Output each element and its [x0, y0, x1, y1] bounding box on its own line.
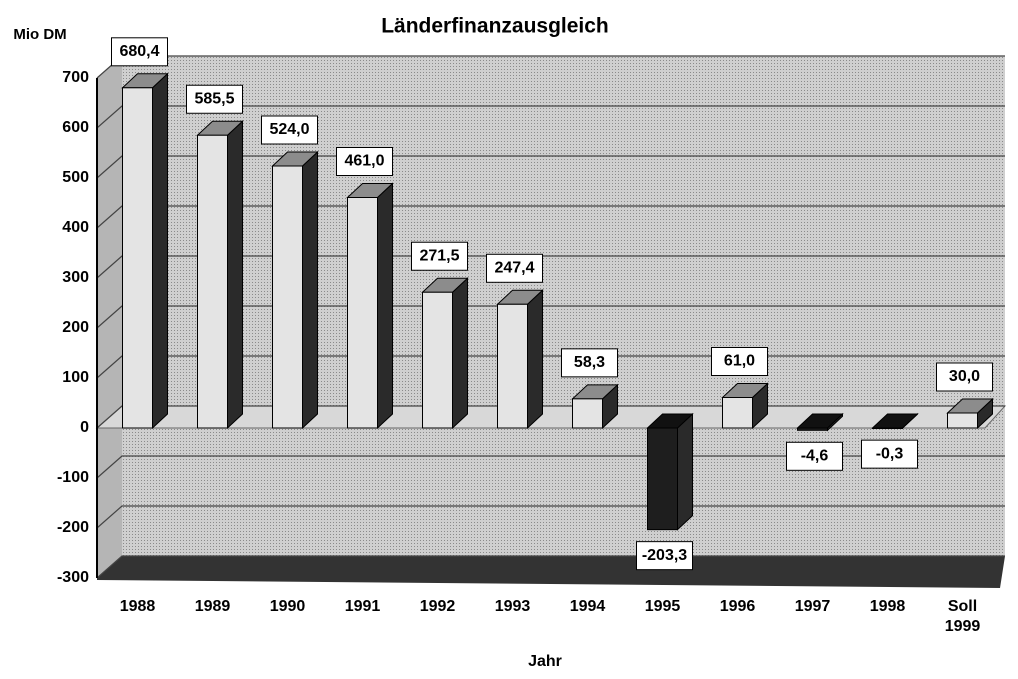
value-label-box: [486, 253, 543, 283]
value-label-box: [561, 348, 618, 378]
x-tick-label: 1988: [119, 598, 156, 615]
x-tick-label: 1993: [494, 598, 531, 615]
x-tick-label: 1998: [869, 598, 906, 615]
value-label: 247,4: [494, 260, 534, 277]
value-label: -0,3: [876, 445, 904, 462]
y-tick-label: -300: [57, 569, 89, 586]
bar: [572, 398, 603, 429]
y-tick-label: 100: [62, 369, 89, 386]
y-tick-label: 0: [80, 419, 89, 436]
value-label: 271,5: [419, 247, 459, 264]
bar-side: [452, 277, 468, 430]
x-tick-label: 1994: [569, 598, 606, 615]
bar: [497, 303, 528, 429]
x-tick-label: 1990: [269, 598, 306, 615]
x-tick-label: 1995: [644, 598, 681, 615]
floor: [97, 556, 1005, 588]
value-label: 524,0: [269, 121, 309, 138]
y-tick-label: -200: [57, 519, 89, 536]
value-label: 461,0: [344, 153, 384, 170]
value-label-box: [411, 241, 468, 271]
x-tick-label: 1997: [794, 598, 831, 615]
bar: [797, 427, 828, 431]
bar-side: [227, 120, 243, 430]
x-axis-label: Jahr: [528, 653, 562, 670]
value-label: -4,6: [801, 448, 829, 465]
x-tick-label: Soll 1999: [944, 598, 981, 635]
bar: [722, 397, 753, 429]
x-tick-label: 1991: [344, 598, 381, 615]
bar: [947, 412, 978, 429]
x-tick-label: 1992: [419, 598, 456, 615]
y-tick-label: 200: [62, 319, 89, 336]
y-tick-label: 600: [62, 119, 89, 136]
bar: [122, 87, 153, 429]
bar-side: [677, 412, 693, 531]
value-label-box: [786, 441, 843, 471]
value-label: 58,3: [574, 354, 605, 371]
grid-line: [96, 455, 1005, 479]
bar-side: [377, 182, 393, 430]
grid-line: [96, 555, 1005, 579]
value-label-box: [936, 362, 993, 392]
x-tick-label: 1996: [719, 598, 756, 615]
value-label-box: [186, 84, 243, 114]
y-tick-label: 700: [62, 69, 89, 86]
bar: [272, 165, 303, 429]
value-label-box: [636, 541, 693, 571]
value-label-box: [261, 115, 318, 145]
bar: [647, 427, 678, 531]
bar: [347, 197, 378, 429]
bar-side: [302, 150, 318, 430]
bar: [197, 134, 228, 429]
y-axis-label: Mio DM: [13, 26, 66, 43]
x-tick-label: 1989: [194, 598, 231, 615]
y-tick-label: 300: [62, 269, 89, 286]
chart-title: Länderfinanzausgleich: [381, 15, 609, 38]
bar-side: [152, 72, 168, 430]
value-label: -203,3: [642, 547, 687, 564]
y-tick-label: 500: [62, 169, 89, 186]
value-label: 680,4: [119, 43, 159, 60]
value-label-box: [111, 37, 168, 67]
y-tick-label: -100: [57, 469, 89, 486]
value-label: 585,5: [194, 90, 234, 107]
value-label-box: [711, 347, 768, 376]
bar-side: [527, 289, 543, 430]
grid-line: [96, 505, 1005, 529]
bar: [872, 427, 903, 429]
y-tick-label: 400: [62, 219, 89, 236]
value-label: 30,0: [949, 368, 980, 385]
value-label: 61,0: [724, 353, 755, 370]
bar: [422, 291, 453, 429]
value-label-box: [861, 439, 918, 469]
value-label-box: [336, 147, 393, 176]
